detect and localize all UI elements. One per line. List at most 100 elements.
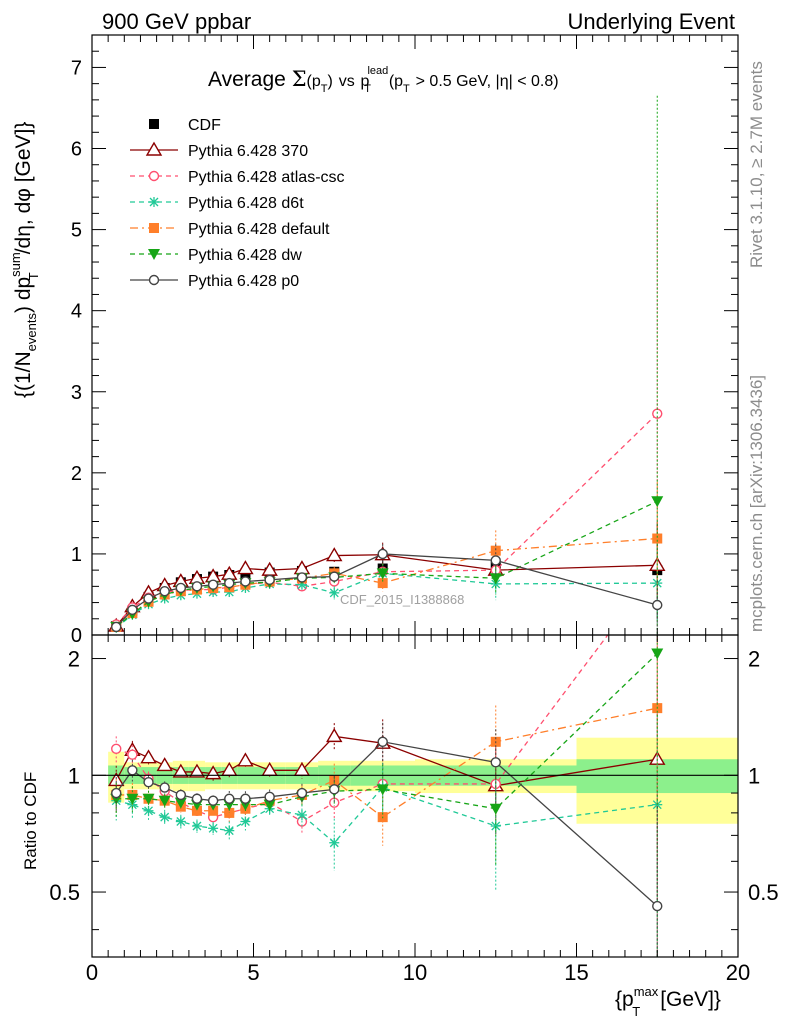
data-point	[191, 581, 203, 592]
header-right: Underlying Event	[567, 9, 735, 34]
data-point	[224, 577, 235, 589]
data-point	[377, 578, 388, 589]
data-point	[489, 573, 502, 585]
ratio-point	[208, 823, 219, 834]
legend-label: Pythia 6.428 370	[188, 143, 308, 160]
ratio-point	[175, 816, 186, 827]
ratio-y-tick-label: 0.5	[49, 880, 80, 905]
ratio-point	[264, 791, 275, 803]
ratio-point	[237, 752, 254, 767]
ratio-point	[652, 900, 663, 912]
ratio-point	[326, 727, 343, 743]
ratio-point	[140, 749, 157, 764]
legend-marker	[148, 249, 160, 260]
y-tick-label: 3	[71, 382, 82, 404]
ratio-point	[191, 793, 203, 804]
header-left: 900 GeV ppbar	[102, 9, 251, 34]
legend-entry: Pythia 6.428 d6t	[130, 195, 304, 212]
ratio-point	[143, 805, 154, 816]
data-point	[652, 533, 663, 544]
x-tick-label: 0	[86, 960, 98, 985]
legend-label: Pythia 6.428 p0	[188, 273, 299, 290]
ratio-point	[174, 797, 187, 809]
plot-title: Average Σ(pT) vs plead T (pT > 0.5 GeV, |…	[208, 65, 559, 97]
ratio-point	[207, 795, 219, 806]
ratio-point	[142, 793, 155, 805]
ratio-series-1	[111, 635, 658, 957]
y-tick-label: 4	[71, 301, 82, 323]
legend-label: Pythia 6.428 default	[188, 221, 330, 238]
ratio-y-tick-label: 1	[68, 763, 80, 788]
mcplots-text: mcplots.cern.ch [arXiv:1306.3436]	[747, 375, 766, 632]
axis-tick-labels: 0 1 2 3 4 5 6 7 2 1 0.5 2 1 0.5 0 5 10 15 20	[49, 57, 778, 985]
ratio-point	[263, 799, 276, 811]
legend: CDF Pythia 6.428 370 Pythia 6.428 atlas-cs…	[130, 117, 345, 290]
ratio-series-5	[111, 722, 663, 957]
ratio-point	[377, 736, 388, 747]
data-point	[329, 587, 340, 598]
ratio-point	[127, 749, 138, 760]
data-point	[207, 579, 219, 590]
x-tick-label: 5	[247, 960, 259, 985]
legend-marker	[149, 197, 159, 207]
ratio-point	[159, 782, 170, 793]
data-point	[143, 593, 154, 604]
y-tick-label: 6	[71, 139, 82, 161]
ratio-point	[158, 795, 171, 807]
rivet-version-text: Rivet 3.1.10, ≥ 2.7M events	[747, 61, 766, 268]
ratio-y-tick-label: 2	[68, 647, 80, 672]
x-axis-label: {pmax T[GeV]}	[615, 984, 721, 1019]
legend-marker	[148, 170, 160, 182]
ratio-point	[159, 812, 170, 823]
ratio-y-tick-label-right: 2	[748, 647, 760, 672]
legend-entry: CDF	[149, 117, 221, 134]
data-point	[264, 574, 275, 586]
ratio-y-axis-label: Ratio to CDF	[21, 772, 40, 870]
data-point	[490, 555, 501, 566]
legend-marker	[148, 274, 160, 286]
data-point	[376, 568, 389, 580]
main-y-axis-label: {(1/Nevents) dpsum T/dη, dφ [GeV]}	[8, 122, 41, 398]
ratio-point	[224, 825, 235, 836]
ratio-point	[329, 784, 340, 795]
ratio-point	[126, 793, 139, 805]
ratio-point	[296, 787, 308, 799]
data-point	[240, 576, 251, 587]
ratio-point	[296, 809, 307, 820]
ratio-point	[191, 821, 202, 832]
ratio-point	[329, 837, 340, 848]
axis-ticks	[91, 35, 739, 957]
data-point	[159, 586, 170, 597]
data-point	[296, 572, 308, 583]
ratio-point	[191, 805, 202, 816]
legend-entry: Pythia 6.428 default	[130, 221, 330, 238]
y-tick-label: 7	[71, 57, 82, 79]
ratio-point	[127, 765, 138, 776]
ratio-point	[490, 757, 501, 768]
main-series-lines	[108, 95, 666, 635]
legend-entry: Pythia 6.428 atlas-csc	[130, 169, 345, 186]
data-point	[326, 547, 343, 562]
data-point	[652, 599, 663, 611]
ratio-series-lines	[108, 635, 666, 957]
x-tick-label: 15	[564, 960, 588, 985]
ratio-point	[188, 763, 206, 778]
ratio-point	[111, 743, 122, 755]
legend-marker	[149, 223, 159, 233]
data-point	[329, 571, 340, 582]
ratio-point	[111, 787, 122, 799]
data-point	[651, 496, 664, 508]
legend-entry: Pythia 6.428 370	[130, 141, 308, 160]
ratio-y-tick-label-right: 0.5	[748, 880, 779, 905]
ratio-point	[156, 757, 173, 772]
ratio-point	[376, 784, 389, 796]
ratio-point	[224, 793, 235, 804]
data-point	[127, 604, 138, 616]
series-line	[115, 572, 658, 629]
ratio-point	[240, 793, 251, 804]
data-point	[111, 621, 122, 633]
data-point	[490, 545, 501, 556]
ratio-point	[651, 648, 664, 660]
series-line	[115, 500, 658, 628]
